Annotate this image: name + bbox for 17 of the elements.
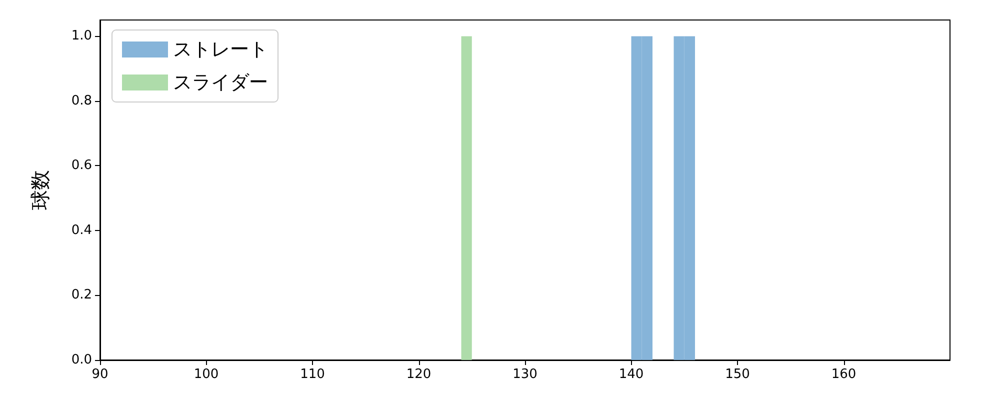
- x-tick-label: 90: [92, 367, 108, 382]
- x-tick-label: 110: [300, 367, 325, 382]
- y-tick-label: 0.0: [71, 352, 92, 368]
- x-tick-label: 120: [406, 367, 432, 382]
- y-tick-label: 0.8: [71, 93, 92, 108]
- y-tick-label: 1.0: [71, 28, 92, 44]
- y-axis-title: 球数: [28, 170, 52, 210]
- x-tick-label: 140: [618, 367, 644, 382]
- y-tick-label: 0.2: [71, 288, 92, 303]
- y-tick-label: 0.6: [71, 158, 92, 174]
- legend-label: ストレート: [173, 38, 268, 60]
- legend-label: スライダー: [173, 72, 268, 94]
- x-tick-label: 130: [512, 367, 538, 382]
- y-tick-label: 0.4: [71, 222, 92, 238]
- x-tick-label: 150: [725, 367, 750, 382]
- x-tick-label: 160: [831, 367, 856, 382]
- x-tick-label: 100: [194, 367, 219, 382]
